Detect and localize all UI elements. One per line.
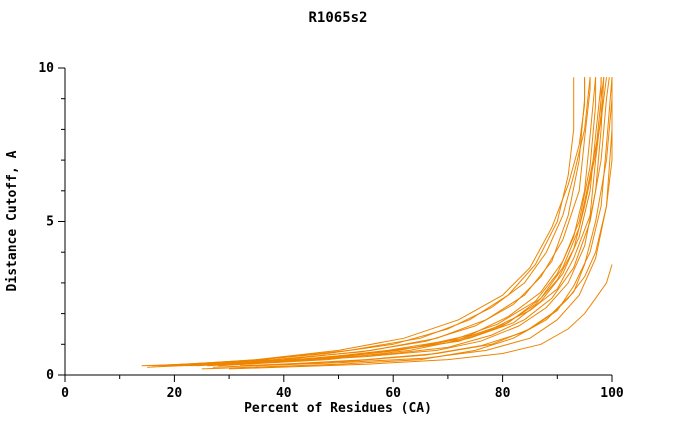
ticks-group [58,67,613,382]
series-line [168,77,591,367]
series-line [256,77,613,367]
series-line [147,77,597,368]
series-line [239,77,613,367]
series-line [179,77,586,367]
y-axis-title: Distance Cutoff, A [5,150,20,291]
y-tick-label: 10 [38,61,54,76]
x-tick-label: 100 [600,386,624,401]
x-tick-label: 80 [495,386,511,401]
series-line [163,77,586,367]
y-tick-label: 5 [46,215,54,230]
tick-labels-group: 0 20 40 60 80 100 0 5 10 [38,61,624,401]
x-tick-label: 0 [61,386,69,401]
series-line [174,77,605,367]
series-line [229,264,613,370]
series-line [212,77,613,368]
series-line [190,77,597,367]
x-tick-label: 60 [385,386,401,401]
chart-title: R1065s2 [308,10,367,26]
series-line [207,77,607,367]
series-line [196,77,605,367]
series-line [218,77,602,367]
x-tick-label: 40 [276,386,292,401]
y-tick-label: 0 [46,368,54,383]
series-line [201,77,613,370]
x-tick-label: 20 [167,386,183,401]
x-axis-title: Percent of Residues (CA) [244,401,432,416]
series-line [157,77,575,367]
series-group [141,77,613,370]
